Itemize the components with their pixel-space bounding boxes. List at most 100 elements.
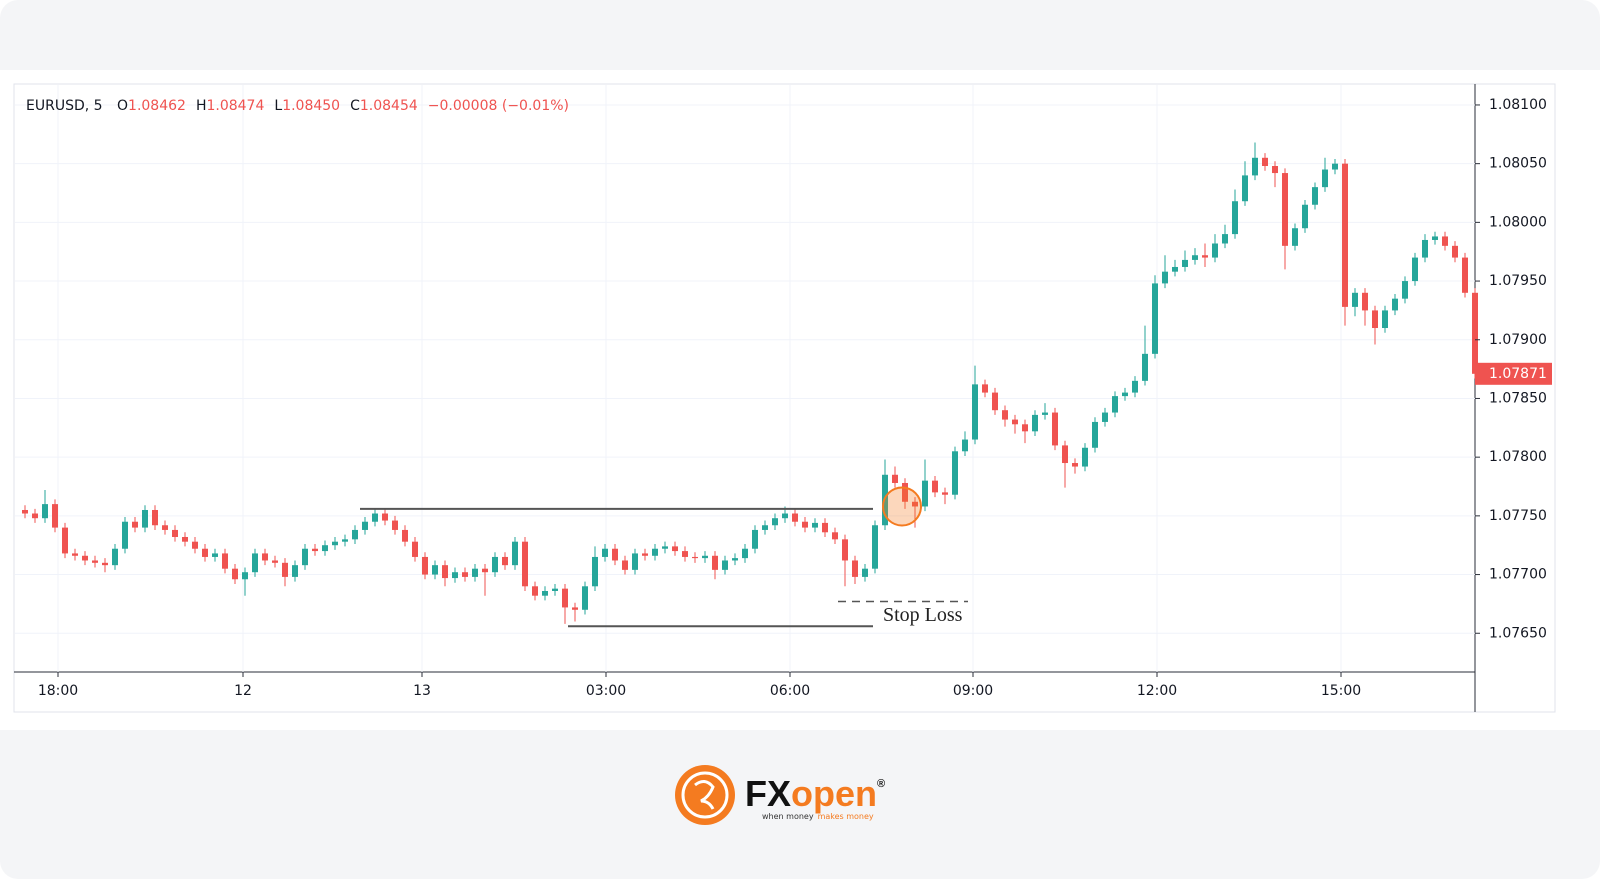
candle-body xyxy=(692,556,698,559)
candle-body xyxy=(1332,163,1338,170)
candle-body xyxy=(972,384,978,440)
y-tick-label: 1.07800 xyxy=(1489,449,1547,465)
candle-body xyxy=(1462,257,1468,293)
candle-body xyxy=(1292,228,1298,246)
candle-body xyxy=(672,546,678,552)
candle-body xyxy=(1322,169,1328,188)
candle-body xyxy=(492,556,498,573)
y-tick-label: 1.08100 xyxy=(1489,97,1547,113)
candle-body xyxy=(632,553,638,570)
candle-body xyxy=(902,482,908,502)
candle-body xyxy=(712,555,718,570)
candle-body xyxy=(382,513,388,521)
candle-body xyxy=(1302,204,1308,229)
candle-body xyxy=(212,553,218,557)
candle-body xyxy=(592,556,598,587)
candle-body xyxy=(162,525,168,530)
y-tick-label: 1.07650 xyxy=(1489,625,1547,641)
candle-body xyxy=(582,586,588,610)
candle-body xyxy=(1062,445,1068,464)
candle-body xyxy=(1282,173,1288,246)
change: −0.00008 (−0.01%) xyxy=(428,98,569,114)
brand-fx: FX xyxy=(745,773,791,814)
candle-body xyxy=(302,548,308,566)
candle-body xyxy=(22,509,28,514)
candle-body xyxy=(82,555,88,561)
candle-body xyxy=(1152,283,1158,354)
candle-body xyxy=(1182,259,1188,267)
candle-body xyxy=(1022,424,1028,432)
candle-body xyxy=(32,513,38,519)
candle-body xyxy=(1232,201,1238,235)
x-tick-label: 03:00 xyxy=(586,683,626,699)
ohlc-value: 1.08454 xyxy=(360,98,418,114)
candle-body xyxy=(1272,166,1278,174)
candle-body xyxy=(92,560,98,563)
candle-body xyxy=(372,513,378,522)
candle-body xyxy=(602,548,608,557)
y-tick-label: 1.07950 xyxy=(1489,273,1547,289)
candle-body xyxy=(652,548,658,556)
candle-body xyxy=(542,590,548,596)
candle-body xyxy=(332,541,338,546)
candle-body xyxy=(262,553,268,561)
candle-body xyxy=(1372,310,1378,329)
candle-body xyxy=(1142,353,1148,381)
tagline-a: when money xyxy=(762,812,814,821)
candle-body xyxy=(442,565,448,579)
candle-body xyxy=(502,556,508,566)
candle-body xyxy=(1382,310,1388,329)
candle-body xyxy=(822,522,828,533)
candle-body xyxy=(1092,421,1098,448)
last-price-box xyxy=(1475,362,1552,385)
x-tick-label: 13 xyxy=(413,683,431,699)
candle-body xyxy=(512,541,518,566)
candle-body xyxy=(912,501,918,507)
stop-loss-label: Stop Loss xyxy=(883,604,963,626)
candle-body xyxy=(862,568,868,577)
candle-body xyxy=(1412,257,1418,282)
candle-body xyxy=(612,548,618,561)
candle-body xyxy=(172,529,178,537)
legend-header: EURUSD, 5 O1.08462 H1.08474 L1.08450 C1.084… xyxy=(26,98,569,114)
candle-body xyxy=(812,522,818,528)
candle-body xyxy=(472,568,478,577)
candle-body xyxy=(1392,298,1398,311)
candle-body xyxy=(1102,412,1108,422)
candle-body xyxy=(322,545,328,552)
candle-body xyxy=(942,492,948,495)
candle-body xyxy=(622,560,628,570)
candle-body xyxy=(52,504,58,528)
candle-body xyxy=(352,529,358,540)
candle-body xyxy=(422,556,428,575)
candle-body xyxy=(152,509,158,526)
candle-body xyxy=(432,565,438,575)
candle-body xyxy=(832,532,838,540)
candle-body xyxy=(562,588,568,608)
candle-body xyxy=(292,565,298,577)
candle-body xyxy=(1252,157,1258,176)
candle-body xyxy=(1212,243,1218,258)
candle-body xyxy=(412,541,418,557)
candle-body xyxy=(192,541,198,549)
candle-body xyxy=(1422,239,1428,258)
candle-body xyxy=(402,529,408,542)
candle-body xyxy=(1052,412,1058,446)
candle-body xyxy=(122,521,128,549)
candle-body xyxy=(802,521,808,528)
candle-body xyxy=(102,562,108,566)
x-tick-label: 18:00 xyxy=(38,683,78,699)
candle-body xyxy=(1242,175,1248,202)
candle-body xyxy=(142,509,148,528)
candle-body xyxy=(342,539,348,542)
chart-border xyxy=(13,83,1556,713)
candle-body xyxy=(662,546,668,549)
chart-panel xyxy=(0,70,1600,730)
candle-body xyxy=(982,384,988,393)
x-tick-label: 15:00 xyxy=(1321,683,1361,699)
candle-body xyxy=(742,548,748,559)
candle-body xyxy=(222,553,228,569)
candle-body xyxy=(892,474,898,483)
